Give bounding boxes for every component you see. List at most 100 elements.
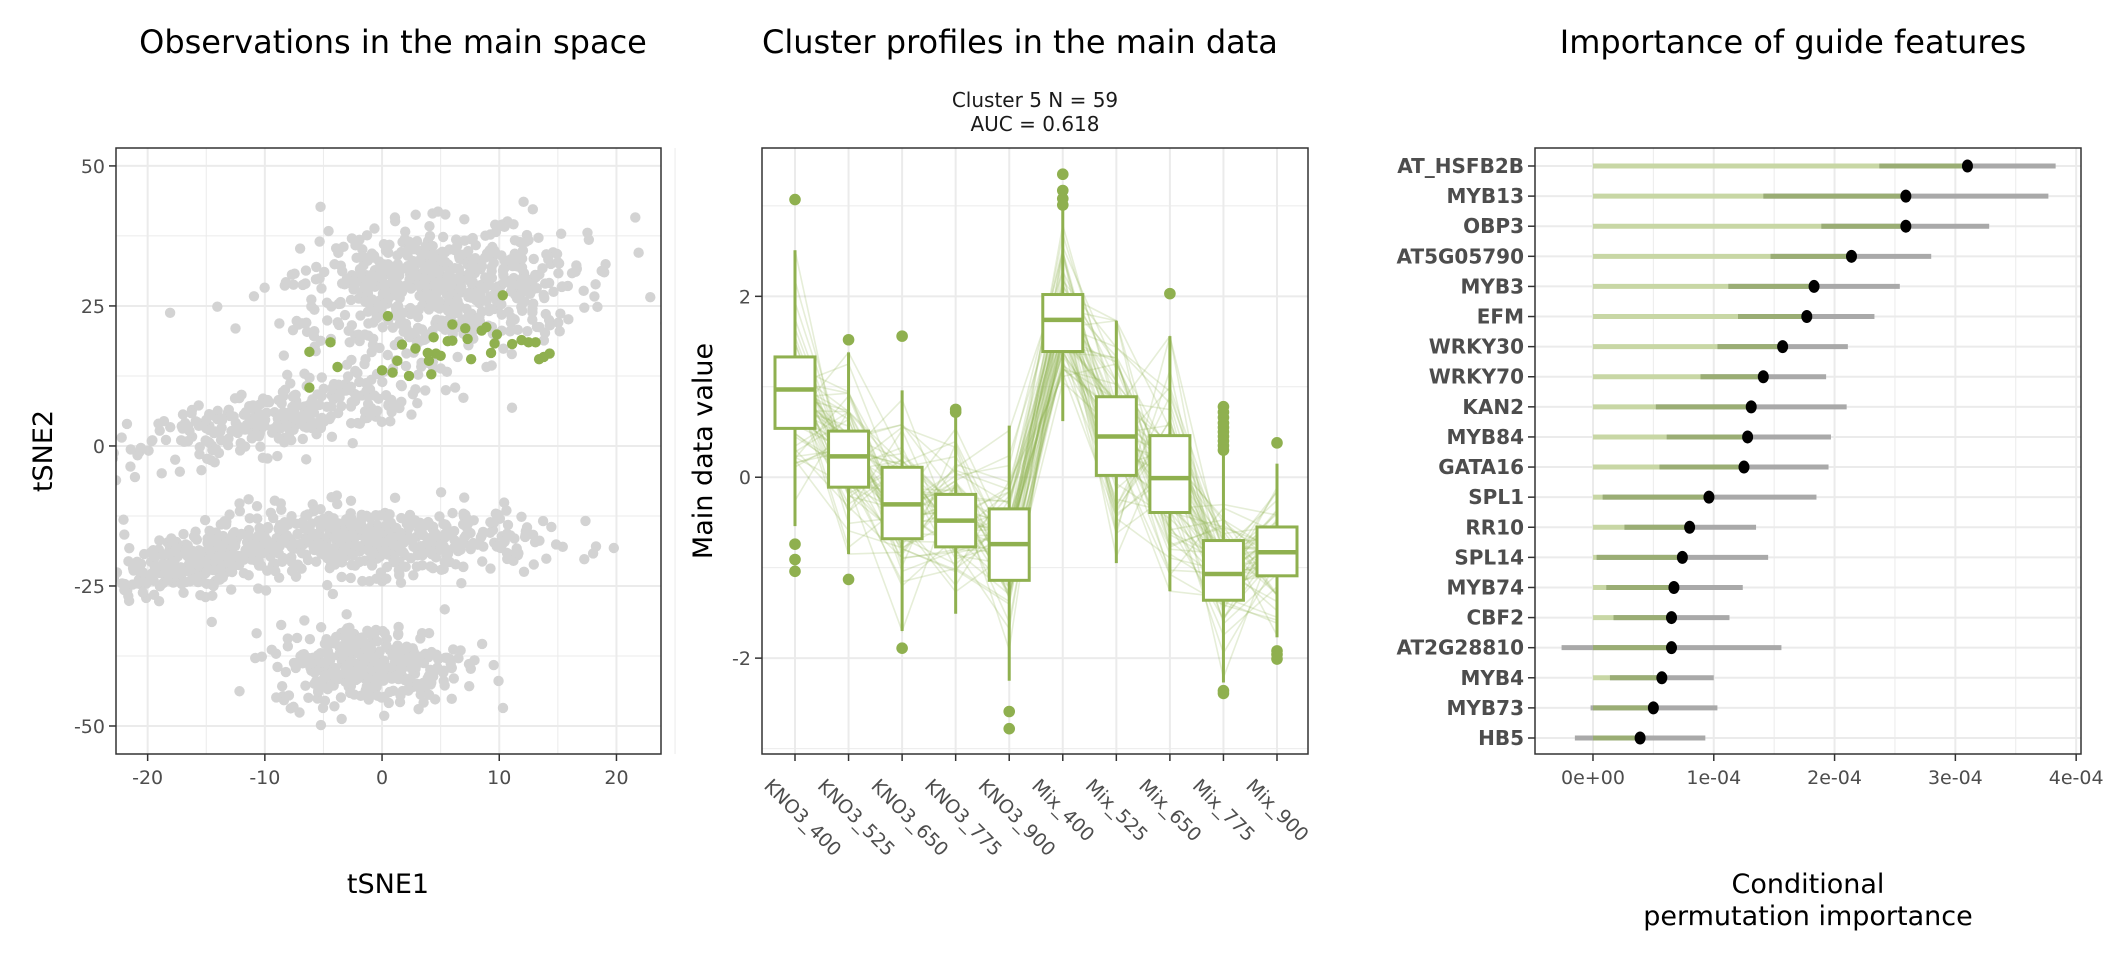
background-point [453,251,465,262]
background-point [226,533,238,544]
background-point [427,240,438,252]
background-point [215,426,226,437]
background-point [359,689,371,700]
cluster-point [442,336,453,347]
background-point [485,563,496,574]
profile-line [794,251,1278,576]
background-point [260,585,272,596]
background-point [412,398,423,409]
background-point [278,350,290,361]
background-point [444,556,455,568]
background-point [180,576,191,588]
background-point [279,437,290,448]
background-point [512,324,523,336]
importance-point [1656,671,1668,685]
background-point [544,320,556,331]
background-point [246,539,258,551]
background-point [170,542,182,554]
background-point [580,515,591,527]
background-point [390,670,402,682]
background-point [395,690,406,701]
background-point [234,498,245,509]
background-point [308,407,320,418]
background-point [281,420,293,431]
background-point [505,317,517,328]
profile-line [794,248,1278,542]
background-point [382,349,393,361]
background-point [241,419,253,431]
profile-line [794,331,1278,625]
profile-line [794,351,1278,561]
scatter-x-ticks: -20 -10 0 10 20 [132,754,629,789]
background-point [589,291,600,302]
background-point [543,254,554,265]
box-outlier [1271,653,1283,665]
feature-label: HB5 [1478,726,1524,750]
cluster-point [403,370,415,382]
background-point [395,284,407,295]
background-point [274,318,285,329]
background-point [345,572,356,584]
background-point [297,433,308,445]
background-point [436,564,447,576]
background-point [440,384,452,396]
profile-line [794,311,1278,554]
background-point [437,231,449,243]
background-point [493,509,504,521]
profile-line [794,364,1278,626]
background-point [551,248,563,260]
background-point [375,271,386,283]
cluster-point [544,348,555,359]
box-iqr [827,429,871,489]
cluster-point [332,361,343,373]
importance-point [1684,520,1696,534]
x-tick-label: -10 [249,767,280,789]
background-point [408,570,419,581]
cluster-point [325,337,336,348]
background-point [369,223,380,234]
background-point [316,372,328,383]
background-point [225,584,237,595]
background-point [280,666,292,678]
background-point [394,568,405,580]
background-point [346,396,357,408]
importance-point [1666,611,1677,625]
background-point [519,296,530,307]
background-point [322,579,333,591]
background-point [190,416,201,427]
importance-point [1845,249,1857,263]
background-point [496,299,507,310]
background-point [127,579,138,590]
background-point [407,389,419,400]
background-point [163,548,174,559]
background-point [243,570,254,581]
background-point [476,638,488,650]
importance-title: Importance of guide features [1560,23,2026,61]
background-point [633,247,644,258]
cluster-point [423,355,435,367]
background-point [154,535,165,546]
background-point [389,492,401,504]
background-point [396,246,407,258]
background-point [453,652,464,664]
background-point [184,425,195,437]
background-point [516,511,527,522]
background-point [319,695,331,707]
background-point [499,221,510,233]
cluster-point [304,346,315,358]
background-point [250,418,261,430]
background-point [267,543,278,555]
background-point [251,500,263,512]
background-point [333,391,344,402]
background-point [119,529,130,540]
background-point [360,354,371,365]
background-point [210,443,222,455]
background-point [162,575,174,586]
background-point [347,634,358,645]
background-point [450,234,462,245]
background-point [300,680,311,691]
boxplot-subtitle-auc: AUC = 0.618 [970,112,1099,136]
profile-line [794,224,1278,567]
background-point [336,571,347,583]
profile-line [794,368,1278,576]
